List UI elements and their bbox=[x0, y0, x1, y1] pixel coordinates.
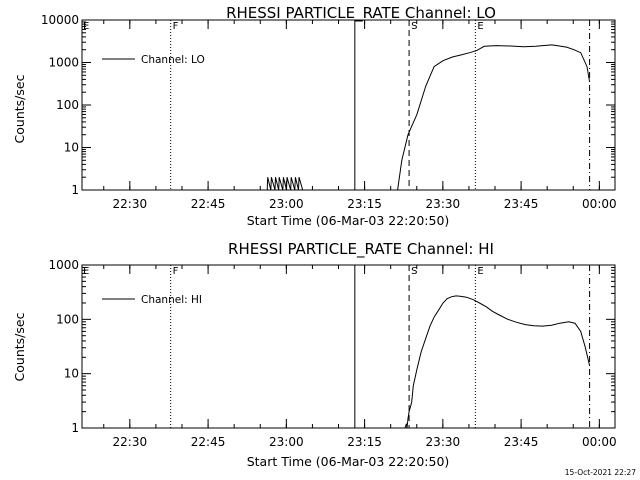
event-markers: F S EE bbox=[83, 20, 591, 190]
chart-title: RHESSI PARTICLE_RATE Channel: LO bbox=[226, 4, 496, 23]
event-marker-label: F bbox=[173, 21, 179, 32]
event-marker-label: S bbox=[411, 266, 417, 277]
chart-title: RHESSI PARTICLE_RATE Channel: HI bbox=[228, 240, 494, 259]
x-tick-label: 22:30 bbox=[113, 435, 148, 449]
event-marker-label: E bbox=[83, 21, 89, 32]
x-tick-label: 22:30 bbox=[113, 197, 148, 211]
x-axis-ticks: 22:30 22:45 23:00 23:15 23:30 23:45 00:00 bbox=[103, 20, 617, 211]
x-axis-label: Start Time (06-Mar-03 22:20:50) bbox=[247, 213, 450, 228]
event-marker-label: S bbox=[411, 21, 417, 32]
series-group bbox=[82, 44, 591, 191]
y-tick-label: 100 bbox=[56, 98, 79, 112]
series-group bbox=[82, 295, 591, 429]
plot-frame bbox=[81, 19, 616, 191]
x-tick-label: 23:45 bbox=[504, 197, 539, 211]
x-tick-label: 22:45 bbox=[191, 197, 226, 211]
y-tick-label: 1000 bbox=[48, 258, 79, 272]
x-axis-label: Start Time (06-Mar-03 22:20:50) bbox=[247, 454, 450, 469]
legend-label: Channel: HI bbox=[141, 294, 202, 306]
y-tick-label: 10 bbox=[64, 367, 79, 381]
chart-panel-hi: RHESSI PARTICLE_RATE Channel: HI Counts/… bbox=[12, 240, 617, 469]
y-tick-label: 10 bbox=[64, 141, 79, 155]
legend: Channel: LO bbox=[102, 54, 205, 66]
y-tick-label: 1 bbox=[71, 183, 79, 197]
plot-border bbox=[81, 264, 616, 429]
series-line bbox=[82, 295, 591, 429]
y-tick-label: 100 bbox=[56, 312, 79, 326]
chart-panel-lo: RHESSI PARTICLE_RATE Channel: LO Counts/… bbox=[12, 4, 617, 228]
y-tick-label: 1000 bbox=[48, 56, 79, 70]
event-marker-label: F bbox=[173, 266, 179, 277]
x-tick-label: 23:15 bbox=[347, 435, 382, 449]
series-line bbox=[82, 44, 591, 191]
y-tick-label: 1 bbox=[71, 421, 79, 435]
y-axis-label: Counts/sec bbox=[12, 74, 27, 143]
x-tick-label: 23:00 bbox=[269, 435, 304, 449]
x-tick-label: 22:45 bbox=[191, 435, 226, 449]
x-tick-label: 23:30 bbox=[426, 435, 461, 449]
y-axis-label: Counts/sec bbox=[12, 312, 27, 381]
timestamp-footer: 15-Oct-2021 22:27 bbox=[565, 468, 636, 477]
event-marker-label: E bbox=[477, 21, 483, 32]
x-axis-ticks: 22:30 22:45 23:00 23:15 23:30 23:45 00:00 bbox=[103, 265, 617, 449]
x-tick-label: 23:45 bbox=[504, 435, 539, 449]
x-tick-label: 23:30 bbox=[426, 197, 461, 211]
y-tick-label: 10000 bbox=[41, 13, 79, 27]
event-markers: F S EE bbox=[83, 265, 591, 428]
event-marker-label: E bbox=[83, 266, 89, 277]
y-axis-ticks: 1 10 100 1000 10000 bbox=[41, 13, 615, 197]
x-tick-label: 00:00 bbox=[582, 197, 617, 211]
plot-frame bbox=[81, 264, 616, 429]
plot-border bbox=[81, 19, 616, 191]
event-marker-label: E bbox=[477, 266, 483, 277]
x-tick-label: 23:00 bbox=[269, 197, 304, 211]
y-axis-ticks: 1 10 100 1000 bbox=[48, 258, 615, 435]
x-tick-label: 00:00 bbox=[582, 435, 617, 449]
x-tick-label: 23:15 bbox=[347, 197, 382, 211]
legend-label: Channel: LO bbox=[141, 54, 205, 66]
legend: Channel: HI bbox=[102, 294, 202, 306]
